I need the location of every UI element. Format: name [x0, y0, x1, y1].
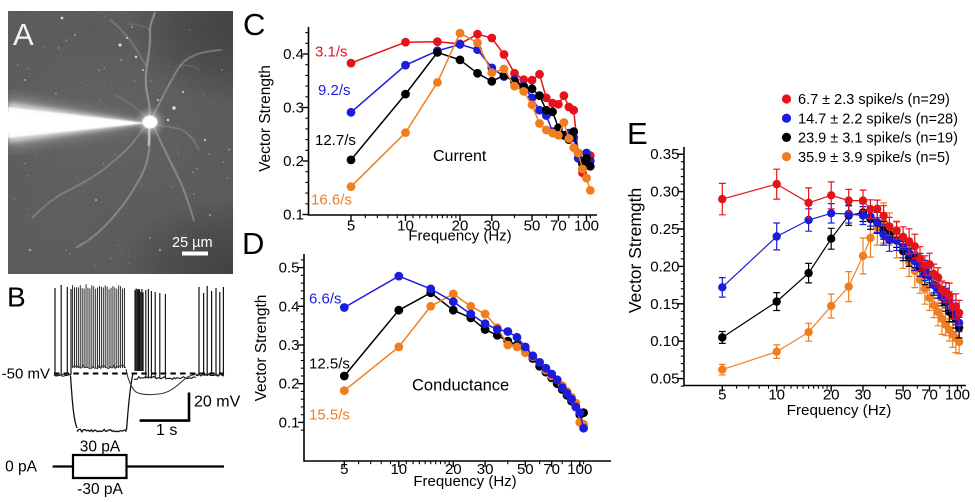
svg-text:0.30: 0.30	[650, 184, 679, 201]
svg-text:50: 50	[517, 461, 534, 478]
svg-text:10: 10	[397, 218, 414, 235]
svg-text:Vector Stremgth: Vector Stremgth	[625, 188, 645, 313]
svg-text:20: 20	[452, 218, 469, 235]
svg-text:100: 100	[574, 218, 599, 235]
svg-text:0.2: 0.2	[283, 153, 304, 170]
svg-text:12.5/s: 12.5/s	[309, 356, 350, 373]
svg-text:C: C	[243, 7, 265, 42]
svg-text:50: 50	[895, 387, 912, 404]
svg-text:0.3: 0.3	[279, 337, 300, 354]
svg-text:3.1/s: 3.1/s	[315, 44, 348, 61]
svg-text:0.1: 0.1	[279, 414, 300, 431]
svg-text:20: 20	[445, 461, 462, 478]
svg-text:0.4: 0.4	[279, 298, 300, 315]
svg-text:35.9 ± 3.9 spike/s (n=5): 35.9 ± 3.9 spike/s (n=5)	[798, 150, 950, 166]
svg-text:16.6/s: 16.6/s	[311, 192, 352, 209]
svg-text:70: 70	[921, 387, 938, 404]
svg-text:0 pA: 0 pA	[5, 459, 38, 476]
svg-text:30 pA: 30 pA	[80, 439, 121, 456]
svg-text:10: 10	[768, 387, 785, 404]
svg-text:0.2: 0.2	[279, 376, 300, 393]
svg-text:100: 100	[567, 461, 592, 478]
svg-text:20: 20	[823, 387, 840, 404]
svg-text:0.1: 0.1	[283, 207, 304, 224]
svg-text:B: B	[7, 282, 26, 313]
svg-text:Vector Strength: Vector Strength	[253, 295, 270, 402]
svg-text:1 s: 1 s	[156, 422, 177, 439]
svg-text:0.35: 0.35	[650, 146, 679, 163]
svg-text:0.5: 0.5	[279, 260, 300, 277]
svg-text:12.7/s: 12.7/s	[315, 132, 356, 149]
svg-text:20 mV: 20 mV	[194, 394, 241, 411]
svg-text:100: 100	[945, 387, 970, 404]
svg-text:A: A	[13, 17, 34, 52]
svg-text:0.25: 0.25	[650, 221, 679, 238]
svg-text:6.6/s: 6.6/s	[309, 291, 342, 308]
svg-text:30: 30	[477, 461, 494, 478]
svg-text:-50 mV: -50 mV	[2, 366, 50, 383]
svg-text:Current: Current	[433, 148, 487, 165]
svg-text:E: E	[627, 116, 648, 151]
svg-text:5: 5	[347, 218, 355, 235]
svg-text:Frequency (Hz): Frequency (Hz)	[413, 473, 516, 490]
svg-text:9.2/s: 9.2/s	[318, 82, 351, 99]
svg-text:50: 50	[524, 218, 541, 235]
svg-text:70: 70	[543, 461, 560, 478]
svg-text:Vector Strength: Vector Strength	[257, 65, 274, 172]
svg-text:0.20: 0.20	[650, 258, 679, 275]
svg-text:10: 10	[390, 461, 407, 478]
svg-text:0.4: 0.4	[283, 46, 304, 63]
svg-text:0.3: 0.3	[283, 100, 304, 117]
svg-text:-30 pA: -30 pA	[77, 481, 123, 497]
svg-text:30: 30	[855, 387, 872, 404]
svg-text:Frequency (Hz): Frequency (Hz)	[787, 402, 892, 419]
svg-text:5: 5	[340, 461, 348, 478]
svg-text:5: 5	[718, 387, 726, 404]
svg-text:D: D	[242, 226, 264, 261]
svg-text:30: 30	[483, 218, 500, 235]
svg-text:70: 70	[550, 218, 567, 235]
svg-text:0.05: 0.05	[650, 371, 679, 388]
svg-text:23.9 ± 3.1 spike/s (n=19): 23.9 ± 3.1 spike/s (n=19)	[798, 131, 958, 147]
svg-text:0.10: 0.10	[650, 333, 679, 350]
svg-text:15.5/s: 15.5/s	[309, 407, 350, 424]
svg-text:6.7 ± 2.3 spike/s (n=29): 6.7 ± 2.3 spike/s (n=29)	[798, 92, 950, 108]
svg-text:0.15: 0.15	[650, 296, 679, 313]
svg-text:25 µm: 25 µm	[172, 235, 213, 251]
svg-text:Conductance: Conductance	[412, 377, 509, 395]
svg-text:Frequency (Hz): Frequency (Hz)	[408, 228, 511, 245]
svg-text:14.7 ± 2.2 spike/s (n=28): 14.7 ± 2.2 spike/s (n=28)	[798, 111, 958, 127]
